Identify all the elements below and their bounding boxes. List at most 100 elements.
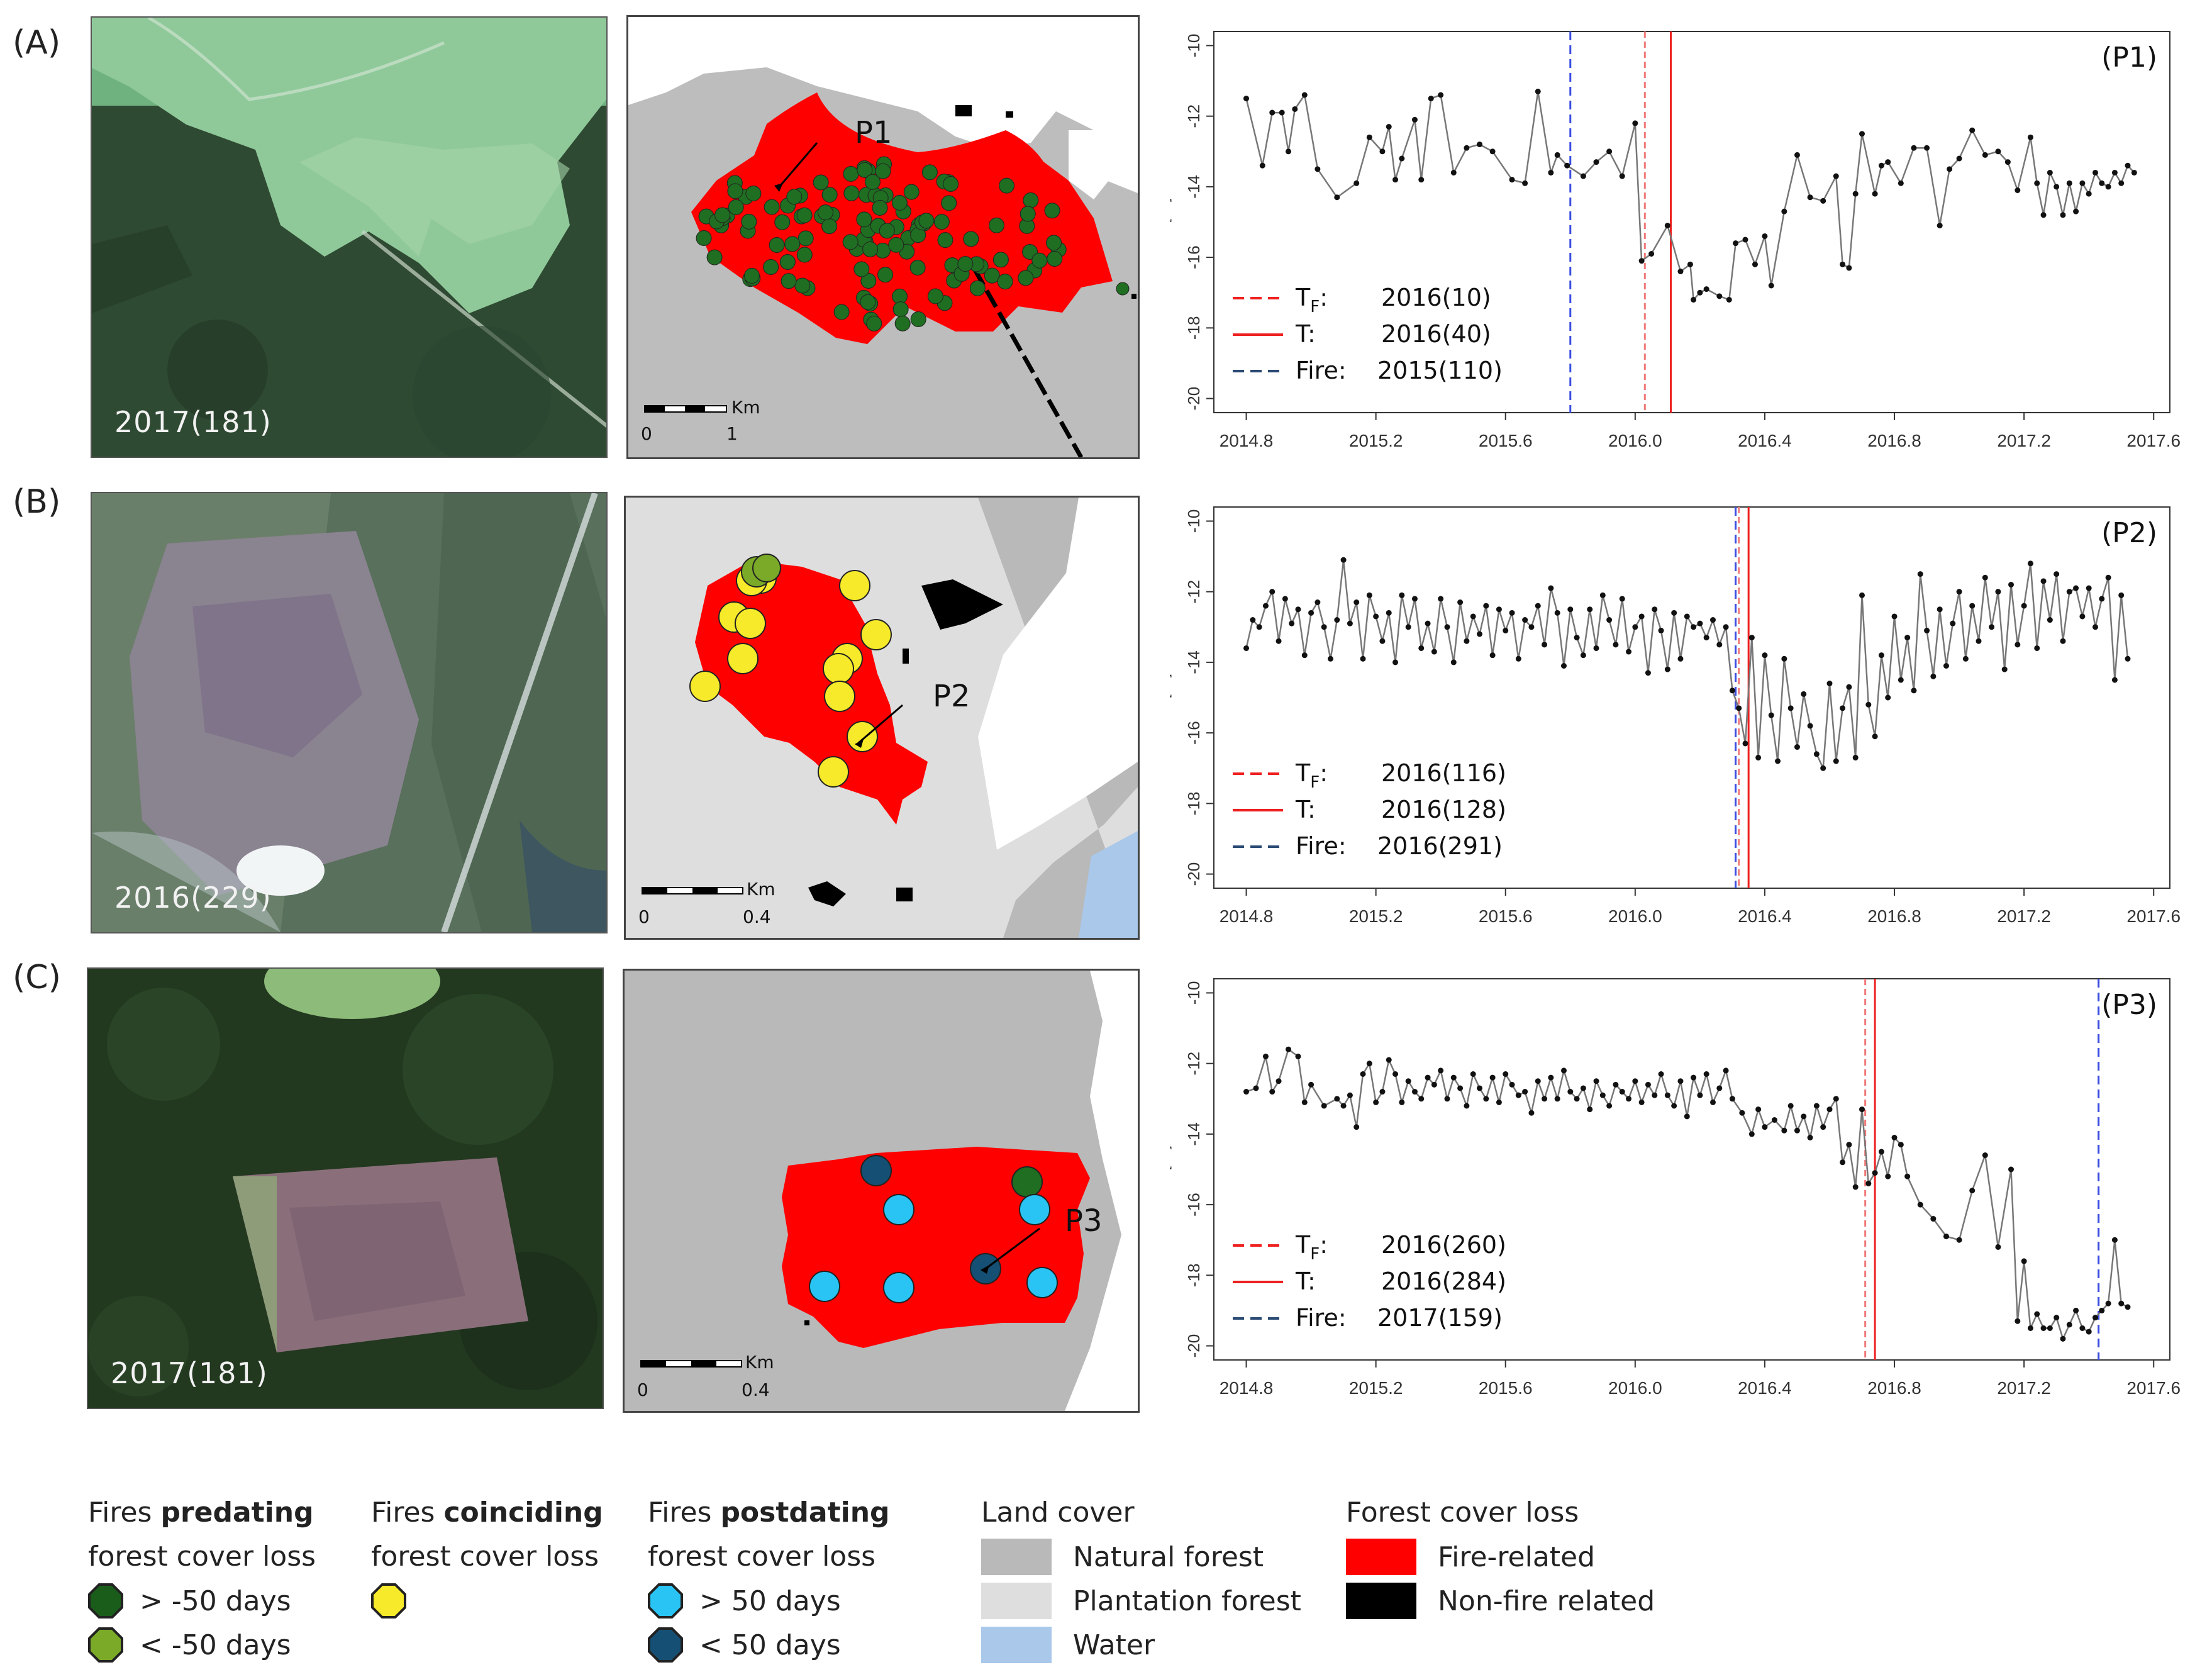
vh-data-point <box>2073 585 2079 591</box>
vh-data-point <box>1632 1078 1638 1084</box>
vh-data-point <box>1748 1131 1755 1137</box>
fire-dot <box>891 194 908 211</box>
vh-data-point <box>2092 624 2098 630</box>
natural-forest-swatch <box>981 1539 1052 1575</box>
vh-data-point <box>1716 642 1723 648</box>
vh-data-point <box>1752 261 1758 267</box>
y-tick-label: -10 <box>1184 34 1203 58</box>
fire-dot <box>728 199 744 215</box>
vh-data-point <box>1256 624 1262 630</box>
fire-dot <box>857 162 873 178</box>
vh-data-point <box>1794 744 1800 750</box>
vh-data-point <box>1292 106 1298 112</box>
legend-item-water: Water <box>981 1623 1333 1667</box>
vh-data-point <box>1554 610 1560 616</box>
vh-chart-p2: 2014.8 2015.2 2015.6 2016.0 2016.4 2016.8 2017… <box>1170 488 2201 941</box>
p3-marker-icon <box>981 1265 989 1274</box>
fire-dot <box>909 259 926 276</box>
vh-data-point <box>2027 1325 2033 1331</box>
vh-data-point <box>2105 184 2111 190</box>
vh-data-point <box>1580 1085 1586 1091</box>
vh-data-point <box>1687 261 1693 267</box>
vh-data-point <box>1872 733 1878 740</box>
legend-label-non-fire-related: Non-fire related <box>1438 1585 1655 1617</box>
fire-dot <box>727 643 759 674</box>
vh-data-point <box>1464 638 1470 644</box>
vh-data-point <box>2079 1325 2086 1331</box>
fire-dot <box>786 189 803 205</box>
vh-data-point <box>1366 134 1372 140</box>
fire-dot <box>1023 192 1039 208</box>
map-point-label-b: P2 <box>933 679 970 714</box>
chart-tag: (P2) <box>2101 517 2157 549</box>
plot-frame <box>1213 506 2170 889</box>
fire-dot <box>941 195 957 211</box>
vh-data-point <box>1739 1110 1745 1116</box>
vh-data-point <box>2099 1307 2105 1313</box>
vh-data-point <box>1399 155 1405 162</box>
scale-unit-c: Km <box>745 1352 774 1373</box>
scale-bar-c: Km 0 0.4 <box>637 1352 774 1400</box>
y-axis-label: VH [dB] <box>1170 674 1172 722</box>
vh-data-point <box>1405 624 1411 630</box>
vh-data-point <box>2066 589 2072 595</box>
vh-data-point <box>1852 754 1859 760</box>
vh-data-point <box>2001 666 2008 672</box>
vh-data-point <box>1457 1085 1464 1091</box>
vh-data-point <box>1962 655 1969 662</box>
vh-data-point <box>1431 649 1437 655</box>
vh-data-point <box>1373 613 1379 620</box>
legend-predating-subtitle: forest cover loss <box>88 1540 316 1573</box>
vh-data-point <box>1327 655 1333 662</box>
vh-data-point <box>1301 92 1308 98</box>
vh-data-point <box>1846 684 1852 690</box>
vh-data-point <box>1885 159 1891 165</box>
vh-data-point <box>1353 599 1360 605</box>
satellite-photo-c: 2017(181) <box>87 967 604 1409</box>
vh-data-point <box>1911 688 1917 694</box>
vh-data-point <box>2092 1315 2098 1321</box>
x-tick-label: 2015.2 <box>1349 906 1403 926</box>
fire-dot <box>997 274 1013 290</box>
vh-data-point <box>1638 1099 1645 1105</box>
fire-dot <box>696 230 712 247</box>
legend-label-fire-related: Fire-related <box>1438 1540 1596 1573</box>
vh-data-point <box>1723 624 1729 630</box>
vh-data-point <box>1276 1078 1282 1084</box>
vh-data-point <box>1982 152 1988 158</box>
legend-value: 2016(260) <box>1381 1231 1506 1259</box>
vh-data-point <box>1904 635 1911 641</box>
scale-zero-c: 0 <box>637 1379 648 1400</box>
legend-predating-title: Fires predating <box>88 1496 314 1529</box>
fire-dot <box>879 223 895 239</box>
vh-data-point <box>1859 131 1865 137</box>
legend-key-fire: Fire: <box>1296 832 1347 860</box>
vh-data-point <box>1658 1071 1664 1077</box>
vh-data-point <box>1554 1096 1560 1102</box>
fire-dot <box>745 185 762 201</box>
legend-item-non-fire-related: Non-fire related <box>1346 1579 1736 1623</box>
legend-coinciding-subtitle: forest cover loss <box>371 1540 599 1573</box>
legend-value: 2015(110) <box>1377 357 1503 384</box>
legend-label-postdating-far: > 50 days <box>699 1585 841 1617</box>
vh-data-point <box>1243 645 1250 651</box>
fire-dot <box>784 236 801 252</box>
fire-dot <box>1018 270 1034 286</box>
fire-dot <box>992 252 1009 268</box>
vh-data-point <box>1652 606 1658 613</box>
vh-data-point <box>1379 638 1386 644</box>
fire-dot <box>794 277 811 294</box>
legend-item-natural-forest: Natural forest <box>981 1535 1333 1579</box>
vh-data-point <box>1496 1099 1502 1105</box>
vh-data-point <box>1943 1234 1949 1240</box>
vh-data-point <box>1885 1173 1891 1179</box>
vh-data-point <box>1386 1057 1392 1063</box>
fire-dot <box>1026 1267 1058 1298</box>
vh-data-point <box>1515 1092 1521 1098</box>
vh-data-point <box>1438 1067 1444 1074</box>
fire-dot <box>877 267 894 283</box>
vh-data-point <box>1781 1127 1787 1134</box>
vh-data-point <box>2047 617 2053 623</box>
legend-key-tf: TF: <box>1295 759 1328 792</box>
vh-data-point <box>1340 1103 1347 1109</box>
